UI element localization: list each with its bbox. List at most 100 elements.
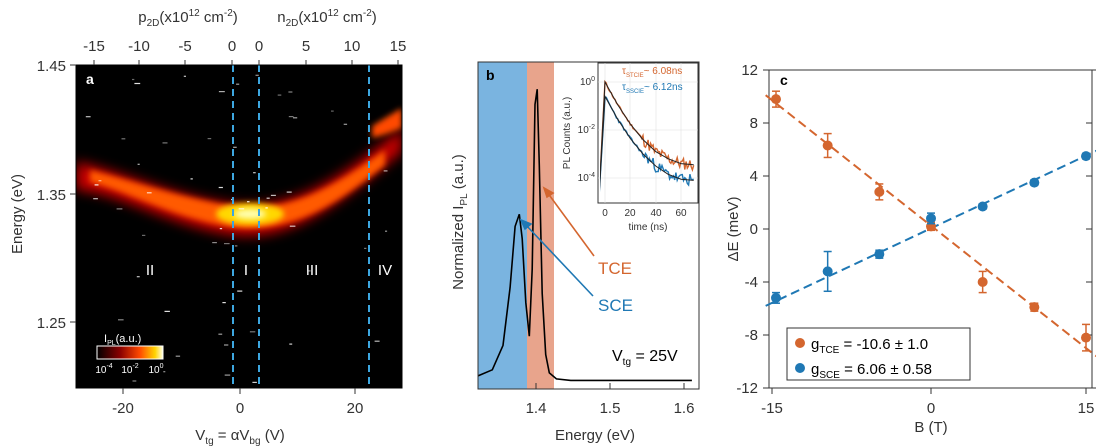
noise-speck [234,245,238,247]
noise-speck [163,371,166,373]
legend-entry-tce: gTCE = -10.6 ± 1.0 [811,336,928,356]
y-tick-label: 0 [750,221,758,238]
colorbar-gradient [96,345,164,360]
noise-speck [218,333,223,335]
inset-x-tick: 40 [650,208,662,219]
noise-speck [224,344,229,346]
noise-speck [118,319,124,321]
noise-speck [289,225,296,227]
noise-speck [293,117,298,119]
sce-data-point [1029,177,1040,188]
sce-data-point [1081,151,1091,162]
upper-branch [372,108,402,138]
vtg-annotation: Vtg = 25V [612,348,678,368]
top-tick-label: 0 [228,38,236,55]
x-tick-label: -15 [761,400,783,417]
panel-c: c 12 8 4 0 -4 -8 -12 -15 0 15 B (T) ΔE (meV) g… [725,62,1096,436]
noise-speck [190,178,193,180]
noise-speck [146,192,152,194]
y-axis-label: ΔE (meV) [725,196,742,261]
top-tick-label: -10 [128,38,150,55]
tce-arrow [546,191,595,257]
top-tick-label: 0 [255,38,263,55]
noise-speck [288,116,294,118]
top-axis-label-right: n2D(x1012 cm-2) [277,8,377,29]
noise-speck [116,208,123,210]
y-tick-label: 4 [750,168,758,185]
tce-decay-fit [600,80,694,187]
noise-speck [343,123,348,125]
x-tick-label: 1.6 [674,400,695,417]
sce-data-point [977,201,988,212]
noise-speck [277,94,282,96]
inset-x-tick: 20 [624,208,636,219]
top-tick-label: 10 [344,38,361,55]
inset-x-tick: 60 [675,208,687,219]
sce-data-point [822,266,833,277]
panel-a: a II I III IV 1.45 1.35 1.25 Energy (eV)… [9,8,406,447]
sce-decay-data [600,96,694,193]
noise-speck [212,242,217,244]
y-tick-label: -4 [745,274,758,291]
y-tick-label: 1.35 [37,187,66,204]
tau-sce-label: τSSCIE~ 6.12ns [622,82,683,95]
colorbar-label: IPL(a.u.) [104,333,141,347]
noise-speck [218,186,223,189]
x-tick-label: 0 [927,400,935,417]
noise-speck [252,381,257,383]
noise-speck [270,194,276,196]
y-tick-label: -12 [736,380,758,397]
x-tick-label: 0 [236,400,244,417]
region-boundaries [232,65,370,388]
y-tick-label: 12 [741,62,758,79]
inset-y-label: PL Counts (a.u.) [562,97,573,169]
noise-speck [85,116,91,118]
tce-data-point [822,140,833,151]
noise-speck [266,197,270,199]
legend-entry-sce: gSCE = 6.06 ± 0.58 [811,361,932,381]
tce-annotation: TCE [598,259,632,278]
noise-speck [289,343,293,345]
noise-speck [288,91,293,93]
tce-data-point [1029,302,1040,313]
decay-inset: τSTCIE~ 6.08ns τSSCIE~ 6.12ns 100 10-2 1… [562,62,699,233]
panel-b: b TCE SCE Vtg = 25V 1.4 1.5 1.6 Energy (… [450,61,700,444]
noise-speck [253,172,256,174]
y-tick-label: 1.45 [37,58,66,75]
y-tick-label: 8 [750,115,758,132]
sce-arrowhead [519,218,533,231]
emission-core [234,209,266,219]
colorbar: IPL(a.u.) 10-4 10-2 100 [95,333,163,376]
region-labels: II I III IV [146,262,392,279]
sce-data-point [926,213,936,224]
colorbar-tick: 10-4 [95,363,112,376]
noise-speck [237,290,243,292]
noise-speck [175,355,181,357]
noise-speck [164,310,170,312]
zeeman-data [765,90,1096,357]
tce-data-point [874,186,885,197]
top-tick-label: 5 [302,38,310,55]
x-axis-label: B (T) [914,419,947,436]
x-tick-label: 1.4 [526,400,547,417]
x-tick-label: 1.5 [600,400,621,417]
y-tick-label: -8 [745,327,758,344]
y-axis-label: Energy (eV) [9,174,26,254]
x-tick-label: 15 [1078,400,1095,417]
noise-speck [247,201,250,203]
top-tick-label: -15 [83,38,105,55]
top-axis: -15 -10 -5 0 0 5 10 15 p2D(x1012 cm-2) n… [83,8,406,65]
legend-marker-sce [795,363,805,373]
noise-speck [98,180,102,182]
inset-x-label: time (ns) [629,222,668,233]
noise-speck [374,340,380,342]
x-axis-label: Vtg = αVbg (V) [195,427,284,447]
x-axis: -20 0 20 Vtg = αVbg (V) [112,388,363,447]
noise-speck [162,142,168,144]
y-axis: 1.45 1.35 1.25 Energy (eV) [9,58,76,332]
region-label: IV [378,262,392,279]
noise-speck [222,302,226,304]
noise-speck [93,198,98,200]
noise-speck [224,243,230,245]
noise-speck [132,380,137,382]
